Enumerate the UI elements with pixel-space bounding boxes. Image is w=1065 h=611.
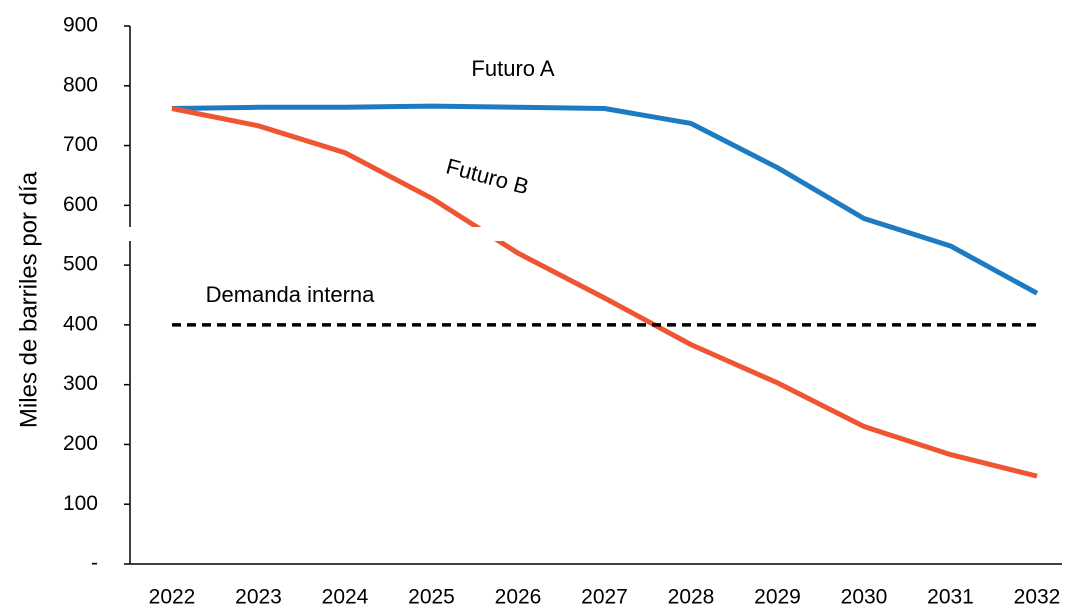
x-tick-label: 2032 [1014,586,1061,609]
series-line [171,106,1038,479]
y-tick-label: 400 [63,312,98,335]
y-tick-label: 700 [63,133,98,156]
x-tick-label: 2030 [841,586,888,609]
x-tick-label: 2024 [322,586,369,609]
axis-break [112,227,504,241]
series-line [171,103,1039,296]
series-label: Futuro B [443,153,531,199]
x-tick-label: 2025 [408,586,455,609]
x-tick-label: 2029 [754,586,801,609]
x-tick-label: 2026 [495,586,542,609]
y-tick-label: 200 [63,432,98,455]
x-tick-label: 2031 [927,586,974,609]
y-tick-label: 300 [63,372,98,395]
y-tick-label: 100 [63,492,98,515]
y-tick-label: - [91,552,98,575]
y-tick-label: 600 [63,193,98,216]
series-label: Futuro A [471,56,554,81]
x-tick-label: 2028 [668,586,715,609]
y-axis-label: Miles de barriles por día [15,171,42,428]
y-tick-label: 900 [63,14,98,37]
series-label: Demanda interna [206,282,376,307]
y-tick-label: 500 [63,253,98,276]
x-tick-label: 2027 [581,586,628,609]
y-tick-label: 800 [63,73,98,96]
x-tick-label: 2023 [235,586,282,609]
x-tick-label: 2022 [149,586,196,609]
